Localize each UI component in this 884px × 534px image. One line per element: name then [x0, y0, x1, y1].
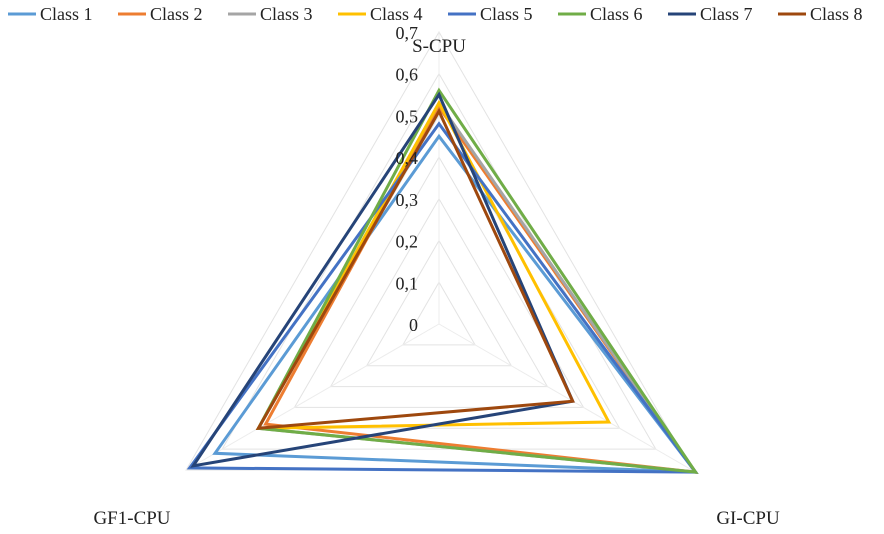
- grid-ring: [365, 239, 513, 367]
- legend-label: Class 1: [40, 4, 93, 24]
- tick-label: 0,1: [396, 273, 419, 293]
- legend-label: Class 5: [480, 4, 533, 24]
- axis-labels: S-CPU GI-CPU GF1-CPU: [93, 36, 779, 529]
- series-line-class-7: [190, 91, 575, 468]
- tick-label: 0,5: [396, 106, 419, 126]
- grid-ring: [329, 197, 549, 388]
- legend-label: Class 3: [260, 4, 313, 24]
- series-group: [186, 87, 699, 474]
- tick-labels: 0 0,1 0,2 0,3 0,4 0,5 0,6 0,7: [396, 23, 419, 335]
- legend-label: Class 4: [370, 4, 423, 24]
- tick-label: 0,6: [396, 65, 419, 85]
- legend-label: Class 6: [590, 4, 643, 24]
- series-line-class-1: [212, 133, 699, 474]
- grid-spoke: [185, 323, 440, 471]
- tick-label: 0,3: [396, 190, 419, 210]
- legend-label: Class 2: [150, 4, 203, 24]
- tick-label: 0,4: [396, 148, 419, 168]
- grid-spoke: [438, 323, 693, 471]
- legend-label: Class 7: [700, 4, 753, 24]
- tick-label: 0: [409, 315, 418, 335]
- legend-label: Class 8: [810, 4, 863, 24]
- series-line-class-8: [255, 108, 575, 431]
- axis-label-gf1-cpu: GF1-CPU: [93, 508, 170, 529]
- axis-label-gi-cpu: GI-CPU: [716, 508, 780, 529]
- series-line-class-5: [186, 121, 699, 474]
- series-line-class-6: [256, 87, 699, 474]
- grid-ring: [402, 281, 476, 346]
- tick-label: 0,7: [396, 23, 419, 43]
- grid-ring: [293, 156, 585, 408]
- legend: Class 1 Class 2 Class 3 Class 4 Class 5 Class…: [8, 4, 863, 24]
- tick-label: 0,2: [396, 232, 419, 252]
- axis-label-s-cpu: S-CPU: [412, 36, 466, 57]
